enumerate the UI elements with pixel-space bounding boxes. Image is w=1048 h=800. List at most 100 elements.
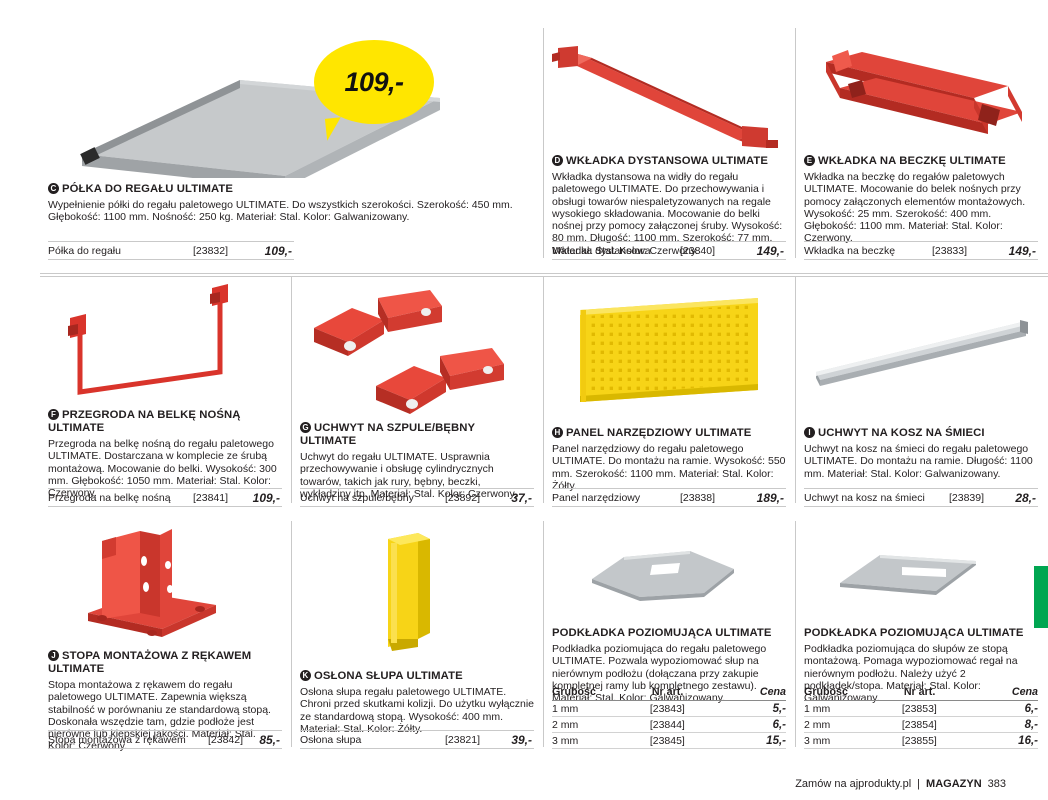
product-description: Wypełnienie półki do regału paletowego U… xyxy=(48,199,513,224)
variant-price: 6,- xyxy=(979,700,1038,717)
price-row-article: [23839] xyxy=(949,491,985,504)
product-price-row[interactable]: Przegroda na belkę nośną [23841] 109,- xyxy=(48,488,282,507)
product-title-text: WKŁADKA NA BECZKĘ ULTIMATE xyxy=(818,155,1006,167)
price-row-price: 109,- xyxy=(252,490,280,505)
price-row-article: [23833] xyxy=(932,244,968,257)
table-row[interactable]: 1 mm [23853] 6,- xyxy=(804,700,1038,717)
variant-price: 5,- xyxy=(727,700,786,717)
product-card-panel-narzedziowy[interactable]: H PANEL NARZĘDZIOWY ULTIMATE Panel narzęd… xyxy=(544,276,796,521)
product-price-row[interactable]: Uchwyt na szpule/bębny [23892] 37,- xyxy=(300,488,534,507)
product-title: PODKŁADKA POZIOMUJĄCA ULTIMATE xyxy=(804,627,1024,639)
variant-price: 15,- xyxy=(727,732,786,749)
footer-page-number: 383 xyxy=(987,778,1006,790)
product-image-wkladka-dystansowa xyxy=(544,28,796,150)
price-row-article: [23832] xyxy=(193,244,229,257)
variant-table[interactable]: Grubość Nr art. Cena 1 mm [23853] 6,- xyxy=(804,685,1038,749)
product-marker: F xyxy=(48,409,59,420)
product-title: PODKŁADKA POZIOMUJĄCA ULTIMATE xyxy=(552,627,772,639)
product-image-oslona-slupa xyxy=(292,521,544,669)
variant-table[interactable]: Grubość Nr art. Cena 1 mm [23843] 5,- xyxy=(552,685,786,749)
product-marker: J xyxy=(48,650,59,661)
column-divider xyxy=(291,276,292,503)
table-row[interactable]: 3 mm [23855] 16,- xyxy=(804,732,1038,749)
product-image-uchwyt-szpule xyxy=(292,276,544,421)
price-row-article: [23821] xyxy=(445,733,481,746)
reel-holder-illustration xyxy=(314,290,504,414)
product-price-row[interactable]: Panel narzędziowy [23838] 189,- xyxy=(552,488,786,507)
product-image-wkladka-na-beczke xyxy=(796,28,1048,150)
price-row-article: [23892] xyxy=(445,491,481,504)
table-row[interactable]: 3 mm [23845] 15,- xyxy=(552,732,786,749)
product-card-uchwyt-szpule[interactable]: G UCHWYT NA SZPULE/BĘBNY ULTIMATE Uchwyt … xyxy=(292,276,544,521)
price-row-article: [23842] xyxy=(208,733,244,746)
product-marker: I xyxy=(804,427,815,438)
column-divider xyxy=(543,276,544,503)
header-thickness: Grubość xyxy=(804,685,902,701)
product-price-row[interactable]: Osłona słupa [23821] 39,- xyxy=(300,730,534,749)
product-price-row[interactable]: Półka do regału [23832] 109,- xyxy=(48,241,294,260)
product-title-text: UCHWYT NA KOSZ NA ŚMIECI xyxy=(818,427,985,439)
product-price-row[interactable]: Uchwyt na kosz na śmieci [23839] 28,- xyxy=(804,488,1038,507)
product-card-oslona-slupa[interactable]: K OSŁONA SŁUPA ULTIMATE Osłona słupa rega… xyxy=(292,521,544,771)
price-row-name: Stopa montażowa z rękawem xyxy=(48,733,186,746)
price-row-price: 109,- xyxy=(264,243,292,258)
product-image-podkladka-2 xyxy=(796,521,1048,626)
product-card-polka-do-regalu[interactable]: 109,- C PÓŁKA DO REGAŁU ULTIMATE Wypełnie… xyxy=(40,28,544,276)
price-row-price: 28,- xyxy=(1015,490,1036,505)
product-title: C PÓŁKA DO REGAŁU ULTIMATE xyxy=(48,183,534,196)
price-row-name: Przegroda na belkę nośną xyxy=(48,491,171,504)
product-card-wkladka-dystansowa[interactable]: D WKŁADKA DYSTANSOWA ULTIMATE Wkładka dys… xyxy=(544,28,796,276)
product-price-row[interactable]: Stopa montażowa z rękawem [23842] 85,- xyxy=(48,730,282,749)
variant-price: 8,- xyxy=(979,716,1038,733)
variant-table-header: Grubość Nr art. Cena xyxy=(552,685,786,701)
product-marker: H xyxy=(552,427,563,438)
column-divider xyxy=(795,276,796,503)
product-card-podkladka-poziomujaca-2[interactable]: PODKŁADKA POZIOMUJĄCA ULTIMATE Podkładka… xyxy=(796,521,1048,771)
product-card-przegroda-na-belke[interactable]: F PRZEGRODA NA BELKĘ NOŚNĄ ULTIMATE Przeg… xyxy=(40,276,292,521)
product-row-3: J STOPA MONTAŻOWA Z RĘKAWEM ULTIMATE Stop… xyxy=(40,521,1048,771)
price-row-price: 37,- xyxy=(511,490,532,505)
header-price: Cena xyxy=(727,685,786,701)
table-row[interactable]: 2 mm [23854] 8,- xyxy=(804,716,1038,733)
shelf-panel-illustration xyxy=(80,80,440,178)
product-price-row[interactable]: Wkładka na beczkę [23833] 149,- xyxy=(804,241,1038,260)
variant-article: [23845] xyxy=(649,732,728,749)
section-tab xyxy=(1034,566,1048,628)
variant-thickness: 1 mm xyxy=(804,700,902,717)
price-row-name: Panel narzędziowy xyxy=(552,491,641,504)
product-card-podkladka-poziomujaca-1[interactable]: PODKŁADKA POZIOMUJĄCA ULTIMATE Podkładka… xyxy=(544,521,796,771)
footer-separator: | xyxy=(917,778,921,790)
price-row-name: Uchwyt na kosz na śmieci xyxy=(804,491,925,504)
variant-article: [23844] xyxy=(649,716,728,733)
price-row-price: 39,- xyxy=(511,732,532,747)
price-row-price: 85,- xyxy=(259,732,280,747)
variant-thickness: 2 mm xyxy=(552,716,650,733)
bin-holder-rail-illustration xyxy=(816,320,1028,386)
product-image-panel-narzedziowy xyxy=(544,276,796,426)
column-divider xyxy=(795,28,796,258)
product-price-row[interactable]: Wkładka dystansowa [23840] 149,- xyxy=(552,241,786,260)
product-card-uchwyt-kosz[interactable]: I UCHWYT NA KOSZ NA ŚMIECI Uchwyt na kosz… xyxy=(796,276,1048,521)
column-divider xyxy=(543,521,544,747)
product-marker: C xyxy=(48,183,59,194)
variant-table-header: Grubość Nr art. Cena xyxy=(804,685,1038,701)
spacer-beam-illustration xyxy=(552,46,778,148)
product-title: K OSŁONA SŁUPA ULTIMATE xyxy=(300,670,534,683)
price-row-name: Osłona słupa xyxy=(300,733,362,746)
price-row-name: Półka do regału xyxy=(48,244,121,257)
product-row-2: F PRZEGRODA NA BELKĘ NOŚNĄ ULTIMATE Przeg… xyxy=(40,273,1048,521)
product-card-wkladka-na-beczke[interactable]: E WKŁADKA NA BECZKĘ ULTIMATE Wkładka na b… xyxy=(796,28,1048,276)
price-row-name: Wkładka dystansowa xyxy=(552,244,651,257)
variant-thickness: 3 mm xyxy=(552,732,650,749)
price-row-price: 149,- xyxy=(1008,243,1036,258)
table-row[interactable]: 2 mm [23844] 6,- xyxy=(552,716,786,733)
product-image-uchwyt-kosz xyxy=(796,276,1048,426)
product-title: F PRZEGRODA NA BELKĘ NOŚNĄ ULTIMATE xyxy=(48,409,282,435)
header-article: Nr art. xyxy=(649,685,728,701)
column-divider xyxy=(291,521,292,747)
product-description: Osłona słupa regału paletowego ULTIMATE.… xyxy=(300,686,534,735)
table-row[interactable]: 1 mm [23843] 5,- xyxy=(552,700,786,717)
product-card-stopa-montazowa[interactable]: J STOPA MONTAŻOWA Z RĘKAWEM ULTIMATE Stop… xyxy=(40,521,292,771)
row-divider xyxy=(40,273,1048,274)
